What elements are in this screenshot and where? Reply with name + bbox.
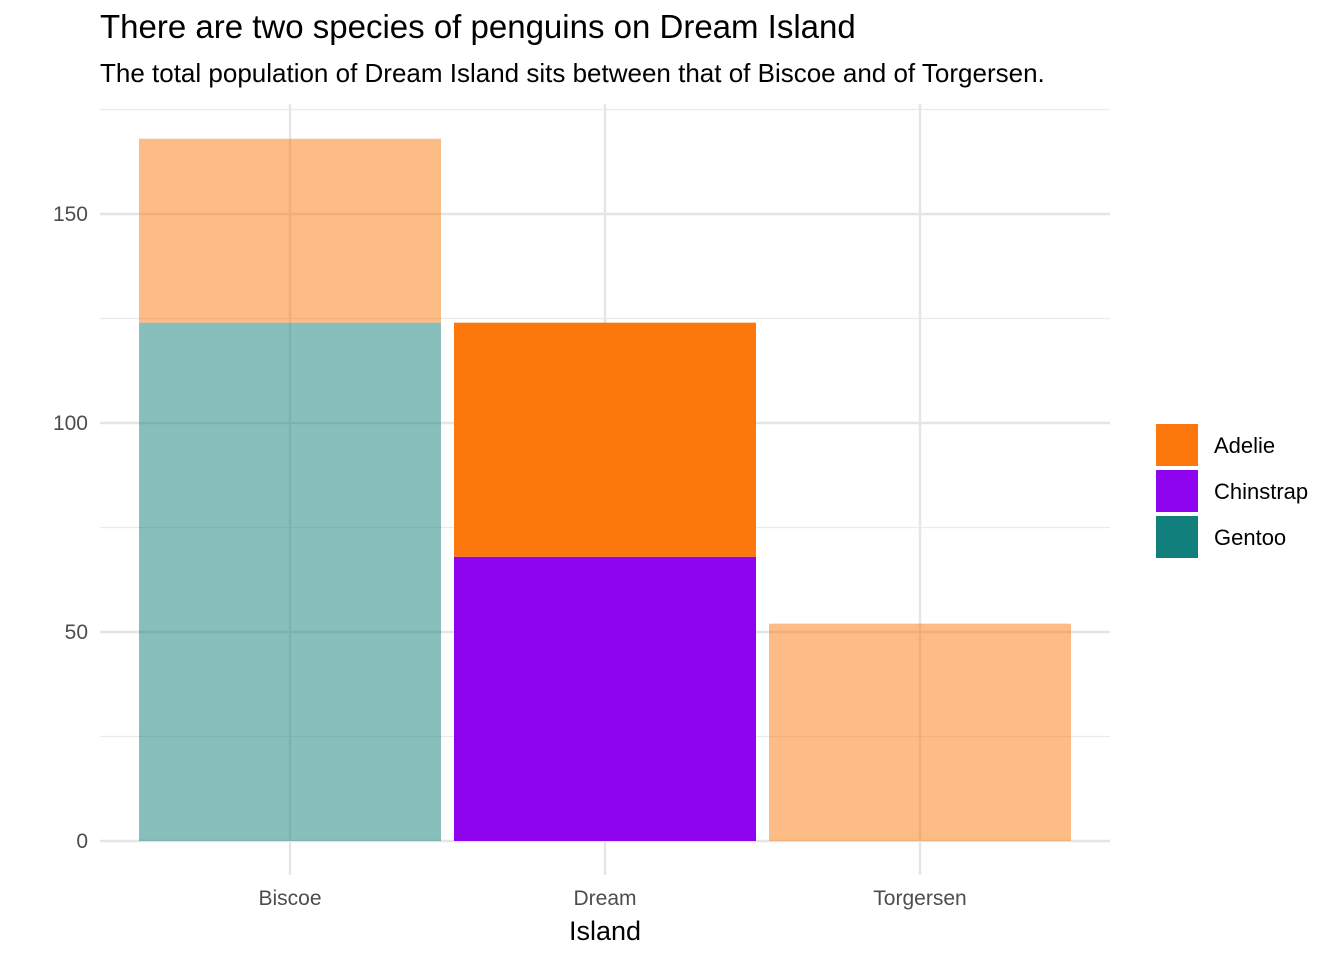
bar-dream-chinstrap [454, 556, 756, 841]
legend-swatch-gentoo [1156, 516, 1198, 558]
legend: Adelie Chinstrap Gentoo [1156, 424, 1308, 558]
x-tick-label: Dream [573, 887, 636, 910]
y-tick-label: 150 [53, 203, 88, 226]
x-axis-title: Island [569, 916, 641, 946]
bars [139, 138, 1071, 841]
x-tick-label: Biscoe [258, 887, 321, 910]
legend-swatch-adelie [1156, 424, 1198, 466]
y-tick-label: 0 [76, 830, 88, 853]
bar-biscoe-adelie [139, 138, 441, 323]
legend-swatch-chinstrap [1156, 470, 1198, 512]
y-tick-label: 50 [65, 621, 88, 644]
bar-dream-adelie [454, 322, 756, 557]
chart-subtitle: The total population of Dream Island sit… [100, 58, 1045, 88]
y-tick-labels: 0 50 100 150 [53, 203, 88, 853]
chart-title: There are two species of penguins on Dre… [100, 8, 856, 45]
y-tick-label: 100 [53, 412, 88, 435]
x-tick-label: Torgersen [873, 887, 966, 910]
legend-label-adelie: Adelie [1214, 433, 1275, 458]
legend-label-chinstrap: Chinstrap [1214, 479, 1308, 504]
x-tick-labels: Biscoe Dream Torgersen [258, 887, 966, 910]
bar-torgersen-adelie [769, 623, 1071, 841]
bar-biscoe-gentoo [139, 322, 441, 841]
legend-label-gentoo: Gentoo [1214, 525, 1286, 550]
